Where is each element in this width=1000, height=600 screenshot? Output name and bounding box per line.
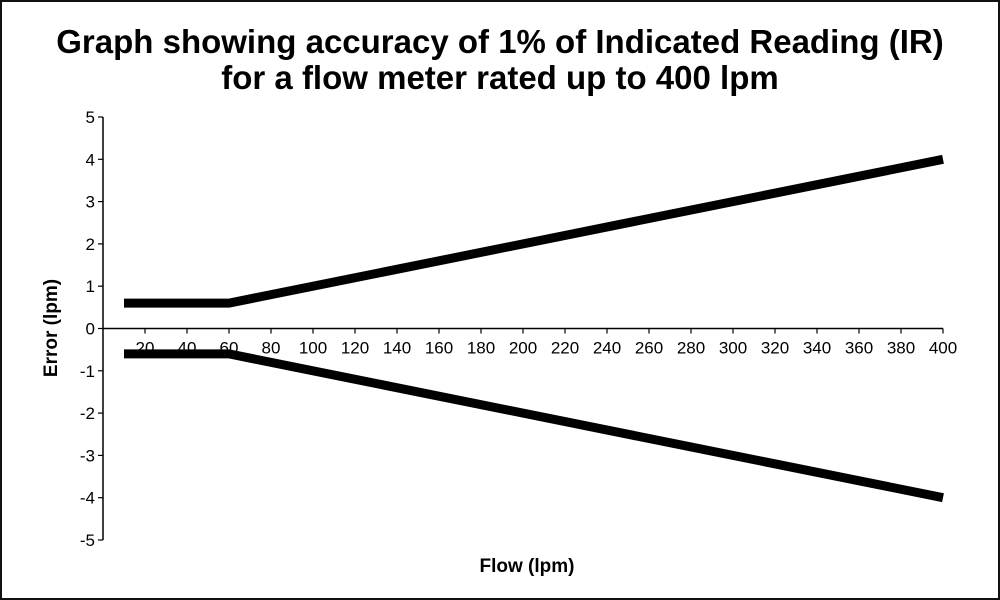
y-tick-label: -5 xyxy=(80,531,95,550)
chart-title-line-1: Graph showing accuracy of 1% of Indicate… xyxy=(56,23,944,60)
x-tick-label: 200 xyxy=(509,339,537,358)
y-tick-label: -2 xyxy=(80,404,95,423)
chart-title: Graph showing accuracy of 1% of Indicate… xyxy=(0,24,1000,96)
x-tick-label: 400 xyxy=(929,339,957,358)
y-tick-label: -4 xyxy=(80,489,95,508)
y-axis-title: Error (lpm) xyxy=(41,279,62,377)
x-tick-label: 260 xyxy=(635,339,663,358)
x-tick-label: 300 xyxy=(719,339,747,358)
x-tick-label: 120 xyxy=(341,339,369,358)
series-group xyxy=(124,154,944,503)
x-tick-label: 380 xyxy=(887,339,915,358)
x-tick-label: 240 xyxy=(593,339,621,358)
axes xyxy=(98,116,944,541)
y-tick-label: 0 xyxy=(86,320,95,339)
x-tick-label: 100 xyxy=(299,339,327,358)
x-axis-title: Flow (lpm) xyxy=(480,556,575,577)
series-upper-limit-line xyxy=(124,154,944,308)
y-tick-label: 2 xyxy=(86,235,95,254)
x-tick-label: 60 xyxy=(220,339,239,358)
x-tick-label: 280 xyxy=(677,339,705,358)
series-lower-limit-line xyxy=(124,349,944,503)
y-tick-label: 3 xyxy=(86,193,95,212)
x-tick-label: 20 xyxy=(136,339,155,358)
y-tick-label: 4 xyxy=(86,150,95,169)
y-tick-label: 1 xyxy=(86,277,95,296)
x-tick-label: 80 xyxy=(262,339,281,358)
x-tick-label: 340 xyxy=(803,339,831,358)
x-tick-label: 40 xyxy=(178,339,197,358)
x-tick-label: 180 xyxy=(467,339,495,358)
y-tick-label: -3 xyxy=(80,446,95,465)
chart-title-line-2: for a flow meter rated up to 400 lpm xyxy=(221,59,779,96)
x-tick-label: 140 xyxy=(383,339,411,358)
x-tick-label: 360 xyxy=(845,339,873,358)
y-tick-label: -1 xyxy=(80,362,95,381)
tick-labels: -5 -4 -3 -2 -1 0 1 2 3 4 5 20 40 60 80 100 120 140 160 180 2… xyxy=(80,108,957,550)
y-tick-label: 5 xyxy=(86,108,95,127)
x-tick-label: 320 xyxy=(761,339,789,358)
x-tick-label: 160 xyxy=(425,339,453,358)
x-tick-label: 220 xyxy=(551,339,579,358)
